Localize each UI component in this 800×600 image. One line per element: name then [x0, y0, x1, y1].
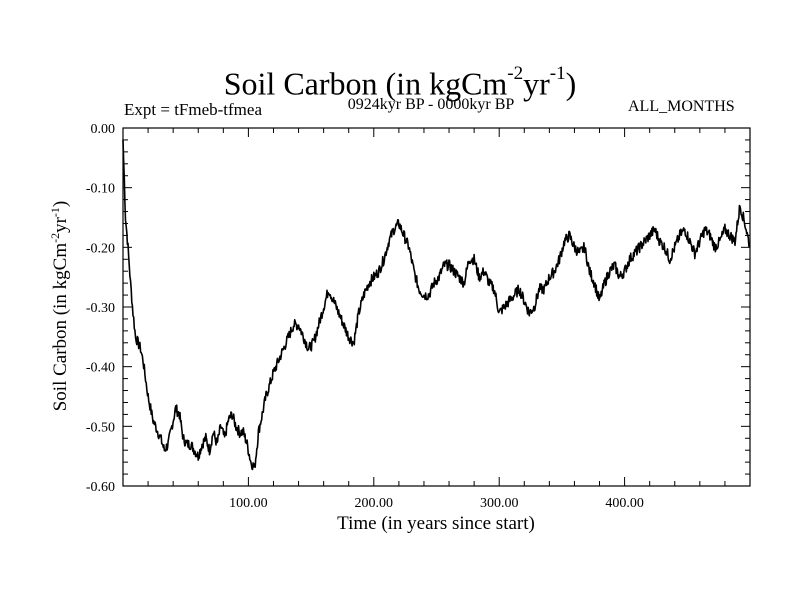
x-axis-label: Time (in years since start)	[337, 513, 535, 534]
experiment-label: Expt = tFmeb-tfmea	[124, 100, 263, 119]
x-tick-label: 100.00	[229, 496, 268, 511]
x-tick-label: 400.00	[605, 496, 644, 511]
y-tick-label: -0.50	[86, 420, 115, 435]
y-tick-label: -0.20	[86, 241, 115, 256]
y-axis-label: Soil Carbon (in kgCm-2yr-1)	[47, 200, 72, 412]
y-tick-label: 0.00	[91, 122, 116, 137]
y-tick-label: -0.30	[86, 301, 115, 316]
x-tick-label: 200.00	[355, 496, 394, 511]
plot-frame	[122, 127, 751, 487]
y-tick-label: -0.60	[86, 480, 115, 495]
months-label: ALL_MONTHS	[628, 98, 735, 115]
x-tick-label: 300.00	[480, 496, 519, 511]
series-line-soil-carbon	[122, 139, 751, 471]
y-tick-label: -0.40	[86, 361, 115, 376]
period-label: 0924kyr BP - 0000kyr BP	[347, 96, 515, 113]
y-tick-label: -0.10	[86, 182, 115, 197]
chart-title: Soil Carbon (in kgCm-2yr-1)	[223, 63, 577, 102]
